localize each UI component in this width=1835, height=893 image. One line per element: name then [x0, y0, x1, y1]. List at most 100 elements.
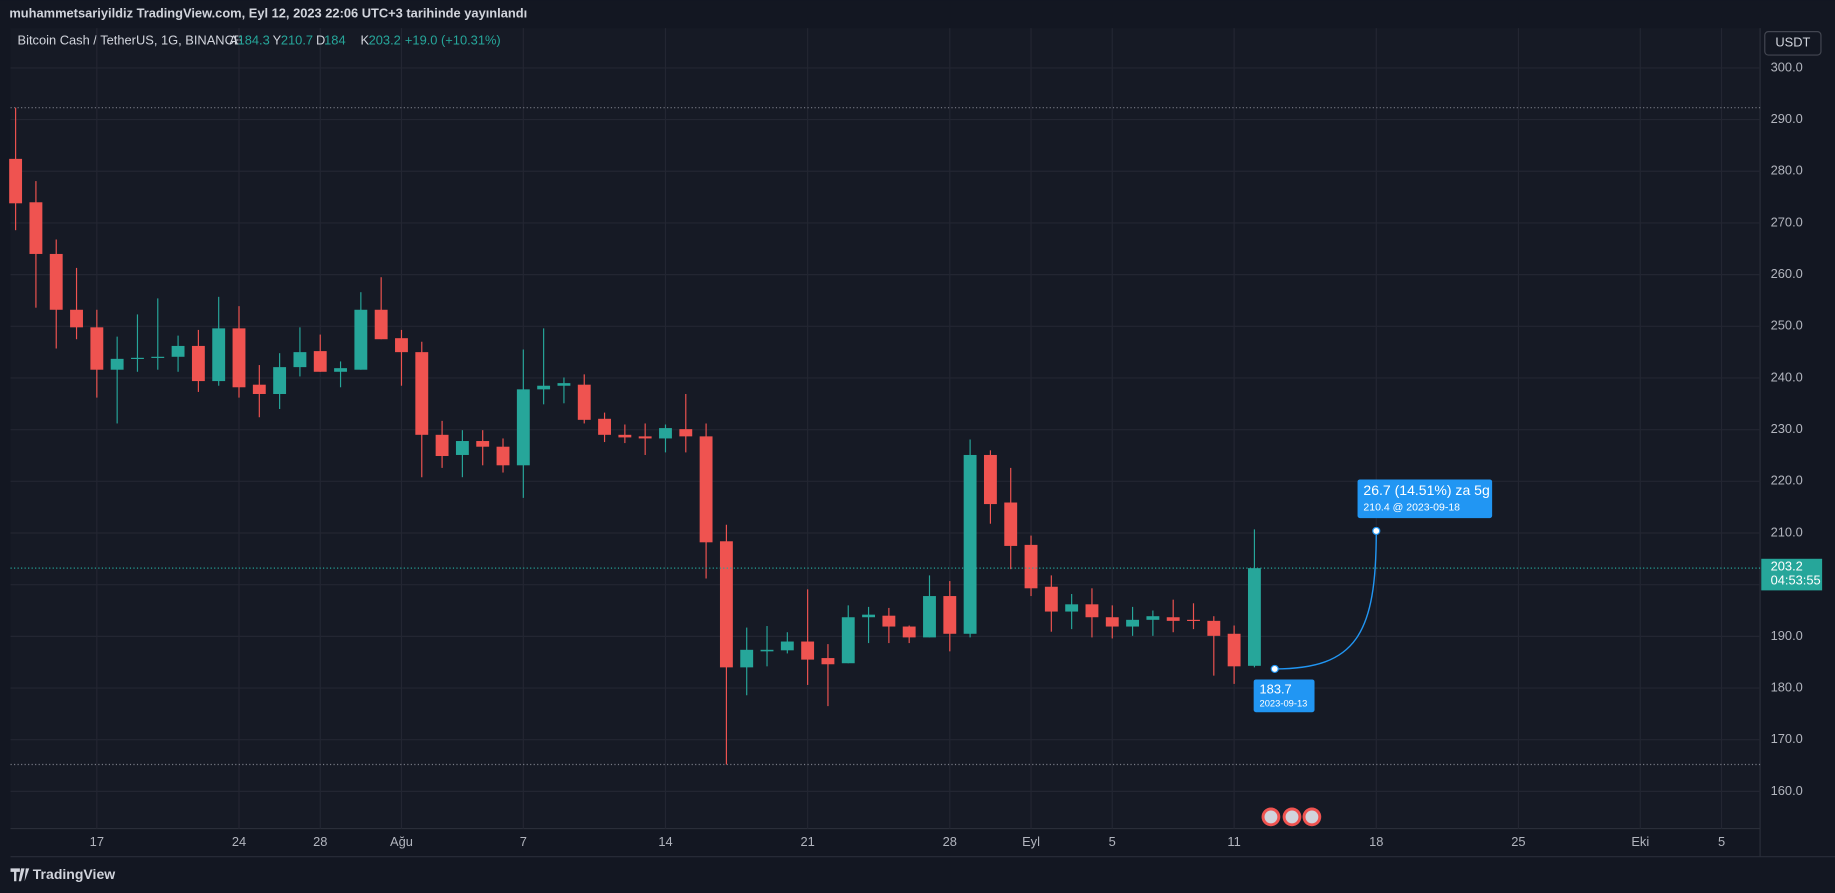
- candle-body: [537, 385, 551, 390]
- price-label: 203.2: [1771, 558, 1803, 573]
- candle-body: [699, 436, 713, 543]
- ohlc-value: 184: [324, 32, 345, 47]
- x-tick-label: 28: [943, 834, 957, 849]
- y-tick-label: 190.0: [1771, 628, 1803, 643]
- candle-body: [1146, 616, 1160, 620]
- y-tick-label: 170.0: [1771, 731, 1803, 746]
- candle-body: [293, 352, 307, 368]
- candle-body: [618, 434, 632, 438]
- ohlc-letter: A: [229, 32, 238, 47]
- y-tick-label: 280.0: [1771, 163, 1803, 178]
- candle-body: [110, 358, 124, 370]
- y-tick-label: 180.0: [1771, 679, 1803, 694]
- candle-body: [821, 658, 835, 665]
- countdown: 04:53:55: [1771, 572, 1821, 587]
- candle-body: [963, 454, 977, 634]
- candle-body: [557, 383, 571, 386]
- candle-body: [354, 309, 368, 370]
- x-tick-label: 21: [800, 834, 814, 849]
- event-icons: [1261, 807, 1322, 827]
- currency: USDT: [1775, 35, 1810, 50]
- candle-body: [516, 389, 530, 466]
- candle-body: [435, 434, 449, 457]
- candle-body: [923, 596, 936, 638]
- x-tick-label: 18: [1369, 834, 1383, 849]
- candle-body: [415, 352, 429, 435]
- ohlc-letter: K: [360, 32, 369, 47]
- forecast-end-box: [1357, 479, 1493, 519]
- candle-body: [212, 328, 226, 382]
- candle-body: [49, 253, 63, 310]
- y-tick-label: 220.0: [1771, 473, 1803, 488]
- candle-body: [374, 309, 388, 340]
- ohlc-value: 184.3: [238, 32, 270, 47]
- candle-body: [1187, 619, 1200, 621]
- candle-body: [151, 356, 165, 358]
- x-tick-label: 5: [1718, 834, 1725, 849]
- y-tick-label: 300.0: [1771, 59, 1803, 74]
- forecast-start-box: [1253, 679, 1315, 713]
- candle-body: [1024, 544, 1038, 589]
- candle-body: [313, 351, 327, 372]
- candle-body: [760, 649, 774, 652]
- candle-body: [334, 368, 347, 372]
- x-tick-label: Eki: [1631, 834, 1649, 849]
- currency-box: [1764, 31, 1822, 56]
- candle-body: [1247, 568, 1261, 666]
- candle-body: [659, 428, 672, 439]
- candle-body: [719, 541, 733, 668]
- candle-body: [740, 649, 754, 668]
- brand: TradingView: [33, 866, 115, 882]
- candle-body: [902, 626, 916, 638]
- forecast-curve: [1274, 530, 1377, 670]
- candle-body: [943, 596, 957, 634]
- candle-body: [1207, 620, 1221, 636]
- grid: [10, 28, 1761, 829]
- candle-body: [273, 367, 287, 394]
- change: +19.0 (+10.31%): [405, 32, 501, 47]
- candle-body: [496, 446, 510, 466]
- x-tick-label: 28: [313, 834, 327, 849]
- x-tick-label: Ağu: [390, 834, 413, 849]
- candle-body: [171, 345, 185, 357]
- y-tick-label: 230.0: [1771, 421, 1803, 436]
- symbol: Bitcoin Cash / TetherUS, 1G, BINANCE: [18, 32, 243, 47]
- candle-body: [252, 384, 266, 394]
- forecast-change: 26.7 (14.51%) za 5g: [1363, 482, 1489, 498]
- x-tick-label: 17: [90, 834, 104, 849]
- y-tick-label: 160.0: [1771, 783, 1803, 798]
- ohlc-letter: D: [316, 32, 325, 47]
- candle-body: [70, 309, 83, 328]
- candle-body: [841, 617, 855, 664]
- candle-body: [9, 158, 23, 204]
- candle-body: [882, 615, 896, 627]
- candle-body: [191, 345, 205, 382]
- plot-area: [10, 28, 1761, 829]
- x-tick-label: 24: [232, 834, 246, 849]
- candle-body: [1105, 617, 1119, 627]
- forecast-end-label: 210.4 @ 2023-09-18: [1363, 501, 1460, 513]
- candle-body: [598, 418, 611, 435]
- candle-body: [1126, 619, 1140, 627]
- candle-body: [232, 328, 246, 388]
- candle-body: [638, 436, 652, 439]
- y-tick-label: 290.0: [1771, 111, 1803, 126]
- x-tick-label: 25: [1511, 834, 1525, 849]
- candle-body: [983, 454, 997, 505]
- candle-body: [679, 429, 693, 437]
- y-tick-label: 210.0: [1771, 524, 1803, 539]
- candle-body: [395, 338, 408, 353]
- x-tick-label: Eyl: [1022, 834, 1040, 849]
- x-tick-label: 14: [658, 834, 672, 849]
- candle-body: [801, 641, 815, 660]
- forecast-start: [1270, 664, 1279, 674]
- published-text: muhammetsariyildiz TradingView.com, Eyl …: [9, 5, 527, 20]
- forecast-start-date: 2023-09-13: [1260, 698, 1308, 708]
- x-tick-label: 5: [1109, 834, 1116, 849]
- candle-body: [1085, 604, 1099, 618]
- forecast-end: [1372, 526, 1381, 536]
- candle-body: [780, 641, 794, 651]
- candle-body: [577, 384, 591, 420]
- candle-body: [455, 441, 469, 455]
